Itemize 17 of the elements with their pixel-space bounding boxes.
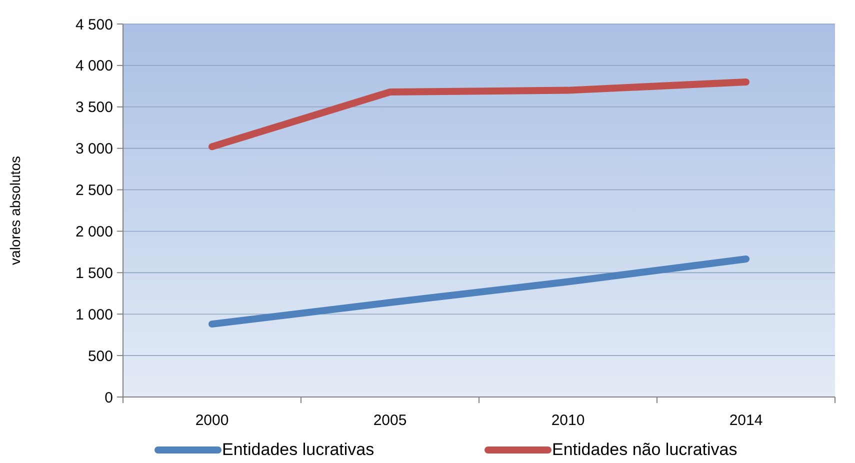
legend-label: Entidades não lucrativas <box>552 440 738 459</box>
y-tick-label: 0 <box>104 389 113 406</box>
y-axis-title: valores absolutos <box>7 156 23 265</box>
y-tick-label: 4 000 <box>75 58 113 75</box>
x-tick-label: 2010 <box>551 412 585 429</box>
y-tick-label: 2 000 <box>75 223 113 240</box>
x-tick-label: 2005 <box>373 412 407 429</box>
x-tick-label: 2000 <box>195 412 229 429</box>
y-tick-label: 2 500 <box>75 182 113 200</box>
y-tick-label: 4 500 <box>75 16 113 34</box>
y-tick-label: 500 <box>88 348 113 365</box>
legend-label: Entidades lucrativas <box>222 440 374 459</box>
y-tick-label: 3 500 <box>75 99 113 116</box>
y-tick-label: 3 000 <box>75 140 113 158</box>
y-tick-label: 1 000 <box>75 306 113 324</box>
x-tick-label: 2014 <box>729 412 763 429</box>
y-tick-label: 1 500 <box>75 264 113 282</box>
